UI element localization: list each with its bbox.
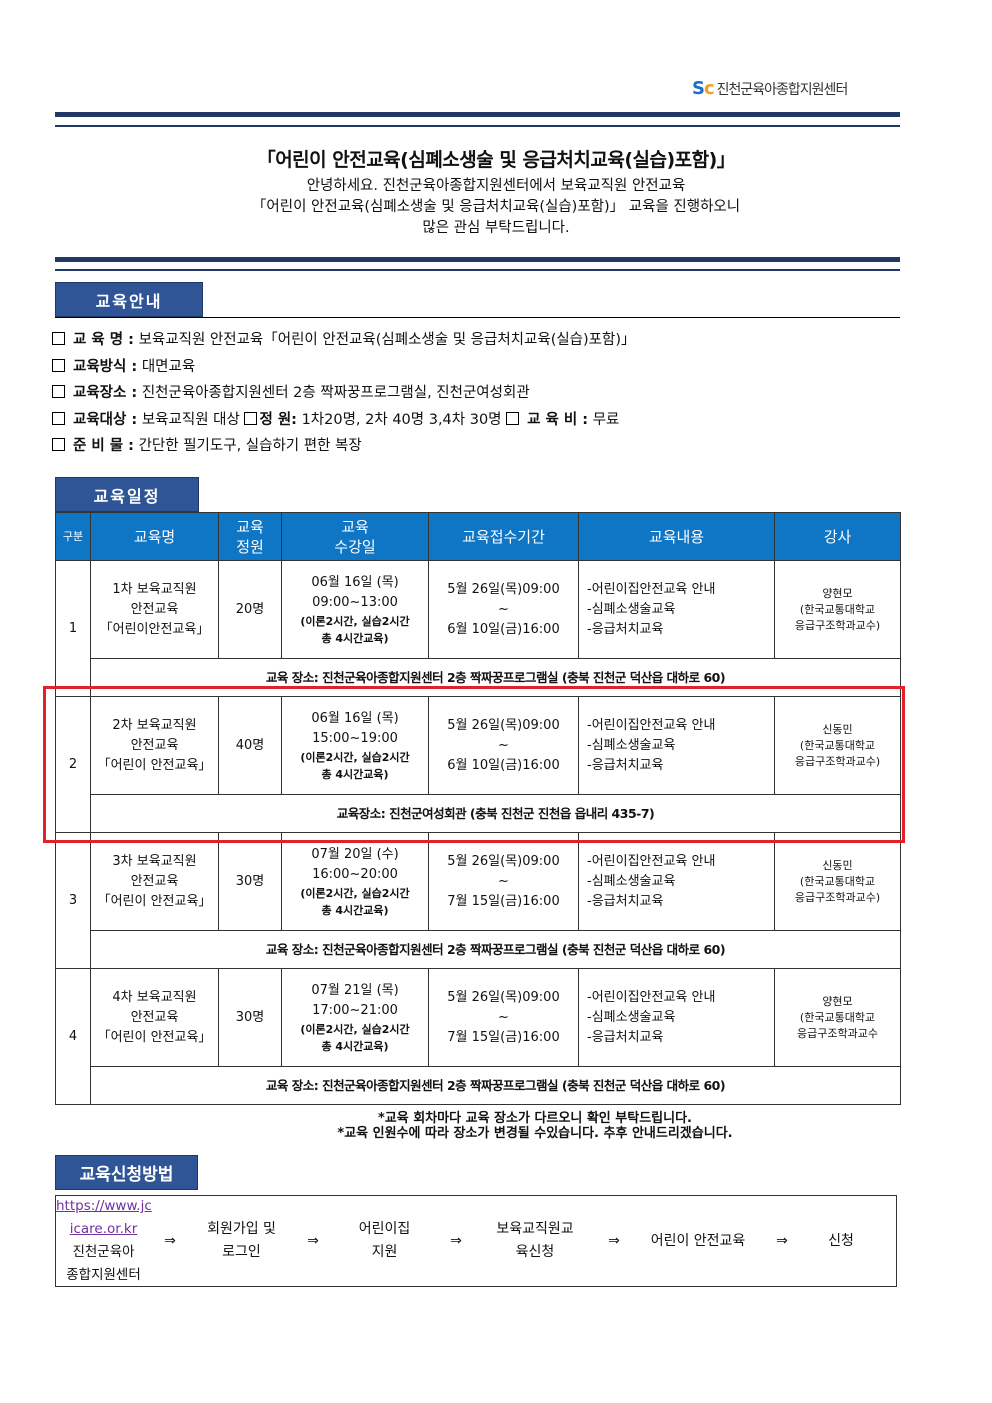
flow-step: 보육교직원교 육신청 [496, 1221, 574, 1260]
flow-step: 신청 [828, 1232, 854, 1249]
row-number: 3 [55, 832, 91, 969]
course-date: 06월 16일 (목) 09:00~13:00 (이론2시간, 실습2시간 총 4시간… [281, 560, 429, 659]
course-name: 3차 보육교직원 안전교육 「어린이 안전교육」 [90, 832, 219, 931]
info-item: 교 육 명 : 보육교직원 안전교육「어린이 안전교육(심폐소생술 및 응급처치… [52, 327, 636, 354]
table-row: 2 2차 보육교직원 안전교육 「어린이 안전교육」 40명 06월 16일 (목)… [55, 696, 901, 833]
site-info: https://www.jc icare.or.kr 진천군육아 종합지원센터 [56, 1195, 152, 1287]
checkbox-icon [52, 358, 65, 372]
course-location: 교육 장소: 진천군육아종합지원센터 2층 짝짜꿍프로그램실 (충북 진천군 덕… [90, 930, 901, 969]
column-header: 교육접수기간 [428, 512, 579, 561]
course-date: 06월 16일 (목) 15:00~19:00 (이론2시간, 실습2시간 총 4시간… [281, 696, 429, 795]
intro-text: 안녕하세요. 진천군육아종합지원센터에서 보육교직원 안전교육 「어린이 안전교육… [251, 178, 741, 236]
registration-period: 5월 26일(목)09:00 ~6월 10일(금)16:00 [428, 560, 579, 659]
table-row: 4 4차 보육교직원 안전교육 「어린이 안전교육」 30명 07월 21일 (목)… [55, 968, 901, 1105]
divider [55, 269, 900, 271]
column-header: 교육 수강일 [281, 512, 429, 561]
checkbox-icon [52, 385, 65, 398]
lecturer: 신동민 (한국교통대학교 응급구조학과교수) [774, 696, 901, 795]
page-title: 「어린이 안전교육(심폐소생술 및 응급처치교육(실습)포함)」 [256, 149, 736, 171]
course-content: -어린이집안전교육 안내 -심폐소생술교육 -응급처치교육 [578, 968, 775, 1067]
column-header: 교육내용 [578, 512, 775, 561]
logo-mark-icon: Sc [692, 78, 715, 99]
section-rule [55, 317, 900, 318]
apply-flow: https://www.jc icare.or.kr 진천군육아 종합지원센터 ⇒ 회원가… [55, 1195, 897, 1287]
course-location: 교육장소: 진천군여성회관 (충북 진천군 진천읍 읍내리 435-7) [90, 794, 901, 833]
info-list: 교 육 명 : 보육교직원 안전교육「어린이 안전교육(심폐소생술 및 응급처치… [52, 327, 636, 460]
site-link[interactable]: https://www.jc icare.or.kr [56, 1198, 152, 1237]
arrow-icon: ⇒ [164, 1233, 176, 1249]
course-name: 2차 보육교직원 안전교육 「어린이 안전교육」 [90, 696, 219, 795]
row-number: 1 [55, 560, 91, 697]
info-item: 교육방식 : 대면교육 [52, 354, 636, 381]
divider [55, 257, 900, 262]
arrow-icon: ⇒ [608, 1233, 620, 1249]
column-header: 구분 [55, 512, 91, 561]
divider [55, 125, 900, 127]
section-schedule: 교육일정 [55, 477, 199, 512]
flow-step: 어린이 안전교육 [650, 1232, 746, 1249]
capacity: 20명 [218, 560, 282, 659]
table-row: 1 1차 보육교직원 안전교육 「어린이안전교육」 20명 06월 16일 (목) 0… [55, 560, 901, 697]
info-item: 준 비 물 : 간단한 필기도구, 실습하기 편한 복장 [52, 433, 636, 460]
section-apply: 교육신청방법 [55, 1155, 198, 1190]
course-date: 07월 21일 (목) 17:00~21:00 (이론2시간, 실습2시간 총 4시간… [281, 968, 429, 1067]
lecturer: 신동민 (한국교통대학교 응급구조학과교수) [774, 832, 901, 931]
course-name: 1차 보육교직원 안전교육 「어린이안전교육」 [90, 560, 219, 659]
registration-period: 5월 26일(목)09:00 ~7월 15일(금)16:00 [428, 968, 579, 1067]
row-number: 2 [55, 696, 91, 833]
lecturer: 양현모 (한국교통대학교 응급구조학과교수) [774, 560, 901, 659]
highlight-box [43, 686, 905, 843]
lecturer: 양현모 (한국교통대학교 응급구조학과교수 [774, 968, 901, 1067]
checkbox-icon [52, 438, 65, 451]
arrow-icon: ⇒ [307, 1233, 319, 1249]
flow-step: 어린이집 지원 [358, 1221, 411, 1260]
row-number: 4 [55, 968, 91, 1105]
course-location: 교육 장소: 진천군육아종합지원센터 2층 짝짜꿍프로그램실 (충북 진천군 덕… [90, 658, 901, 697]
capacity: 40명 [218, 696, 282, 795]
column-header: 강사 [774, 512, 901, 561]
arrow-icon: ⇒ [776, 1233, 788, 1249]
center-logo: Sc 진천군육아종합지원센터 [692, 78, 848, 99]
capacity: 30명 [218, 832, 282, 931]
schedule-table: 구분 교육명 교육 정원 교육 수강일 교육접수기간 교육내용 강사 1 1차 보육교직원 안전교… [55, 512, 901, 1105]
capacity: 30명 [218, 968, 282, 1067]
checkbox-icon [52, 411, 65, 425]
course-location: 교육 장소: 진천군육아종합지원센터 2층 짝짜꿍프로그램실 (충북 진천군 덕… [90, 1066, 901, 1105]
column-header: 교육 정원 [218, 512, 282, 561]
info-item: 교육대상 : 보육교직원 대상 정 원: 1차20명, 2차 40명 3,4차 … [52, 407, 636, 434]
notes: *교육 회차마다 교육 장소가 다르오니 확인 부탁드립니다. *교육 인원수에 … [337, 1111, 733, 1141]
flow-step: 회원가입 및 로그인 [207, 1221, 276, 1260]
checkbox-icon [506, 411, 520, 425]
course-content: -어린이집안전교육 안내 -심폐소생술교육 -응급처치교육 [578, 560, 775, 659]
course-content: -어린이집안전교육 안내 -심폐소생술교육 -응급처치교육 [578, 832, 775, 931]
course-date: 07월 20일 (수) 16:00~20:00 (이론2시간, 실습2시간 총 4시간… [281, 832, 429, 931]
arrow-icon: ⇒ [450, 1233, 462, 1249]
info-item: 교육장소 : 진천군육아종합지원센터 2층 짝짜꿍프로그램실, 진천군여성회관 [52, 380, 636, 407]
course-name: 4차 보육교직원 안전교육 「어린이 안전교육」 [90, 968, 219, 1067]
checkbox-icon [52, 332, 65, 345]
registration-period: 5월 26일(목)09:00 ~7월 15일(금)16:00 [428, 832, 579, 931]
section-guide: 교육안내 [55, 282, 203, 317]
table-row: 3 3차 보육교직원 안전교육 「어린이 안전교육」 30명 07월 20일 (수)… [55, 832, 901, 969]
checkbox-icon [244, 411, 258, 425]
column-header: 교육명 [90, 512, 219, 561]
divider [55, 112, 900, 117]
course-content: -어린이집안전교육 안내 -심폐소생술교육 -응급처치교육 [578, 696, 775, 795]
